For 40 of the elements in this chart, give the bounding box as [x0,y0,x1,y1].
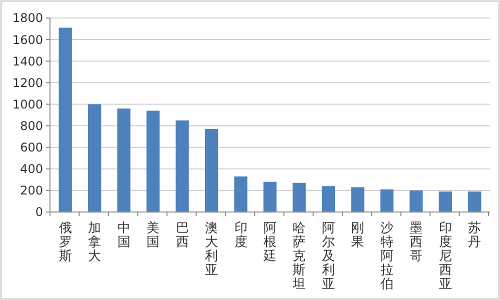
bar [351,187,364,212]
x-tick-label: 刚果 [351,221,364,250]
x-tick-label: 墨西哥 [410,221,423,264]
bar [322,186,336,212]
x-tick-label: 美国 [146,220,160,250]
x-tick-label: 中国 [117,221,130,250]
y-tick-label: 1800 [12,11,43,26]
bar [468,192,482,212]
bar [410,190,423,212]
x-tick-label: 哈萨克斯坦 [292,221,306,292]
y-tick-label: 1200 [12,76,43,90]
y-tick-label: 1000 [12,97,43,112]
bar [58,28,72,212]
y-tick-label: 200 [20,184,43,198]
bar [146,110,160,212]
x-tick-label: 苏丹 [468,221,482,250]
bar [438,192,452,212]
x-tick-label: 阿根廷 [262,221,276,264]
bar [292,182,306,212]
bar [204,129,218,212]
x-tick-label: 沙特阿拉伯 [379,221,394,292]
bar [380,189,394,212]
y-tick-label: 800 [20,118,43,133]
bar [176,120,189,212]
x-tick-label: 阿尔及利亚 [322,221,335,292]
x-tick-label: 印度 [234,221,248,250]
bar [117,108,130,212]
y-tick-label: 600 [20,140,43,155]
x-tick-label: 巴西 [176,221,189,250]
x-tick-label: 印度尼西亚 [438,221,452,292]
x-tick-label: 俄罗斯 [58,221,72,264]
bar [234,176,248,212]
y-tick-label: 1600 [12,32,43,47]
x-tick-label: 加拿大 [88,221,102,264]
bar [263,182,277,212]
y-tick-label: 1400 [12,54,43,68]
y-tick-label: 0 [35,205,43,220]
y-tick-label: 400 [20,162,43,176]
x-tick-label: 澳大利亚 [205,221,218,278]
bar [88,104,102,212]
